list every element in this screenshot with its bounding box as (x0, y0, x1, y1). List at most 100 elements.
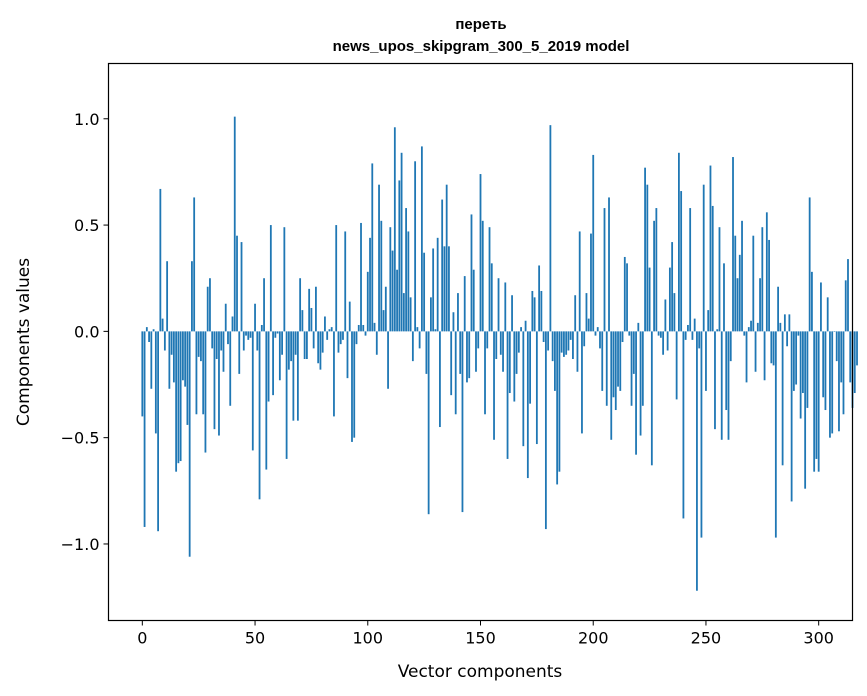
bar (202, 331, 205, 415)
x-tick-label: 250 (691, 629, 722, 648)
bar (369, 237, 371, 332)
bar (182, 331, 184, 381)
bar (391, 250, 394, 332)
bar (623, 256, 626, 332)
bar (490, 263, 493, 332)
bar (853, 331, 856, 394)
bar (439, 331, 441, 428)
bar (484, 331, 486, 415)
bar (499, 331, 502, 355)
bar (175, 331, 178, 472)
bar (360, 222, 362, 332)
chart-title-line2: news_upos_skipgram_300_5_2019 model (333, 38, 630, 55)
bar (691, 331, 694, 340)
bar (612, 331, 615, 398)
bar (154, 331, 157, 434)
bar (628, 331, 631, 336)
bar (524, 320, 527, 332)
bar (468, 331, 471, 379)
bar (592, 154, 595, 332)
bar (826, 297, 829, 332)
bar (666, 331, 669, 351)
bar (375, 331, 378, 355)
bar (743, 331, 746, 336)
bar (833, 331, 836, 332)
bar (531, 290, 534, 332)
bar (389, 227, 392, 332)
bar (411, 331, 414, 362)
bar (420, 146, 423, 332)
bar (409, 297, 412, 332)
bar (506, 331, 509, 459)
bar (256, 331, 259, 351)
bar (364, 331, 367, 336)
bar (477, 331, 480, 349)
bar (720, 331, 723, 440)
bar (630, 331, 633, 406)
bar (443, 246, 446, 332)
bar (245, 331, 247, 336)
bar (587, 318, 590, 332)
bar (540, 290, 543, 332)
bar (227, 331, 229, 345)
bar (560, 331, 563, 353)
bar (563, 331, 565, 357)
bar (382, 310, 385, 332)
bar (445, 184, 448, 332)
bar (554, 331, 556, 391)
bar (617, 331, 619, 387)
bar (619, 331, 622, 391)
y-axis-ticks: 1.0 0.5 0.0 −0.5 −1.0 (61, 110, 109, 554)
bar (211, 331, 214, 349)
bar (242, 331, 245, 351)
bar (547, 331, 550, 351)
bar (684, 331, 687, 340)
bar (585, 293, 588, 332)
bar (574, 295, 577, 332)
bar (799, 331, 802, 419)
bar (696, 331, 698, 591)
bar (750, 320, 752, 332)
bar (709, 165, 712, 332)
bar (148, 331, 150, 342)
bar (639, 331, 642, 436)
bar (772, 331, 775, 366)
bar (653, 220, 655, 332)
bar (673, 293, 676, 332)
bar (436, 237, 439, 332)
bar (172, 331, 175, 383)
bar (495, 331, 498, 360)
bar (179, 331, 182, 462)
bar (378, 184, 380, 332)
bar (641, 331, 644, 406)
bar (790, 331, 793, 502)
bar (614, 331, 617, 411)
bar (747, 327, 750, 332)
bar (290, 331, 293, 362)
bar (267, 331, 270, 402)
y-tick-label: −1.0 (61, 535, 100, 554)
bar (583, 331, 586, 347)
bar (797, 331, 800, 336)
bar (650, 331, 653, 466)
bar (303, 331, 306, 360)
bar (373, 322, 376, 332)
bar (188, 331, 191, 557)
bar (319, 331, 322, 370)
bar (626, 263, 628, 332)
bar (351, 331, 353, 442)
bar (581, 331, 583, 434)
bar (418, 331, 421, 349)
bar (752, 235, 755, 332)
bar (844, 280, 847, 332)
bar (195, 331, 198, 415)
bar (558, 331, 561, 472)
bar (646, 184, 649, 332)
x-axis-label: Vector components (398, 662, 563, 682)
bar (152, 329, 155, 332)
bar (186, 331, 189, 425)
bar (765, 212, 768, 332)
bar (795, 331, 798, 385)
bar (745, 331, 748, 383)
